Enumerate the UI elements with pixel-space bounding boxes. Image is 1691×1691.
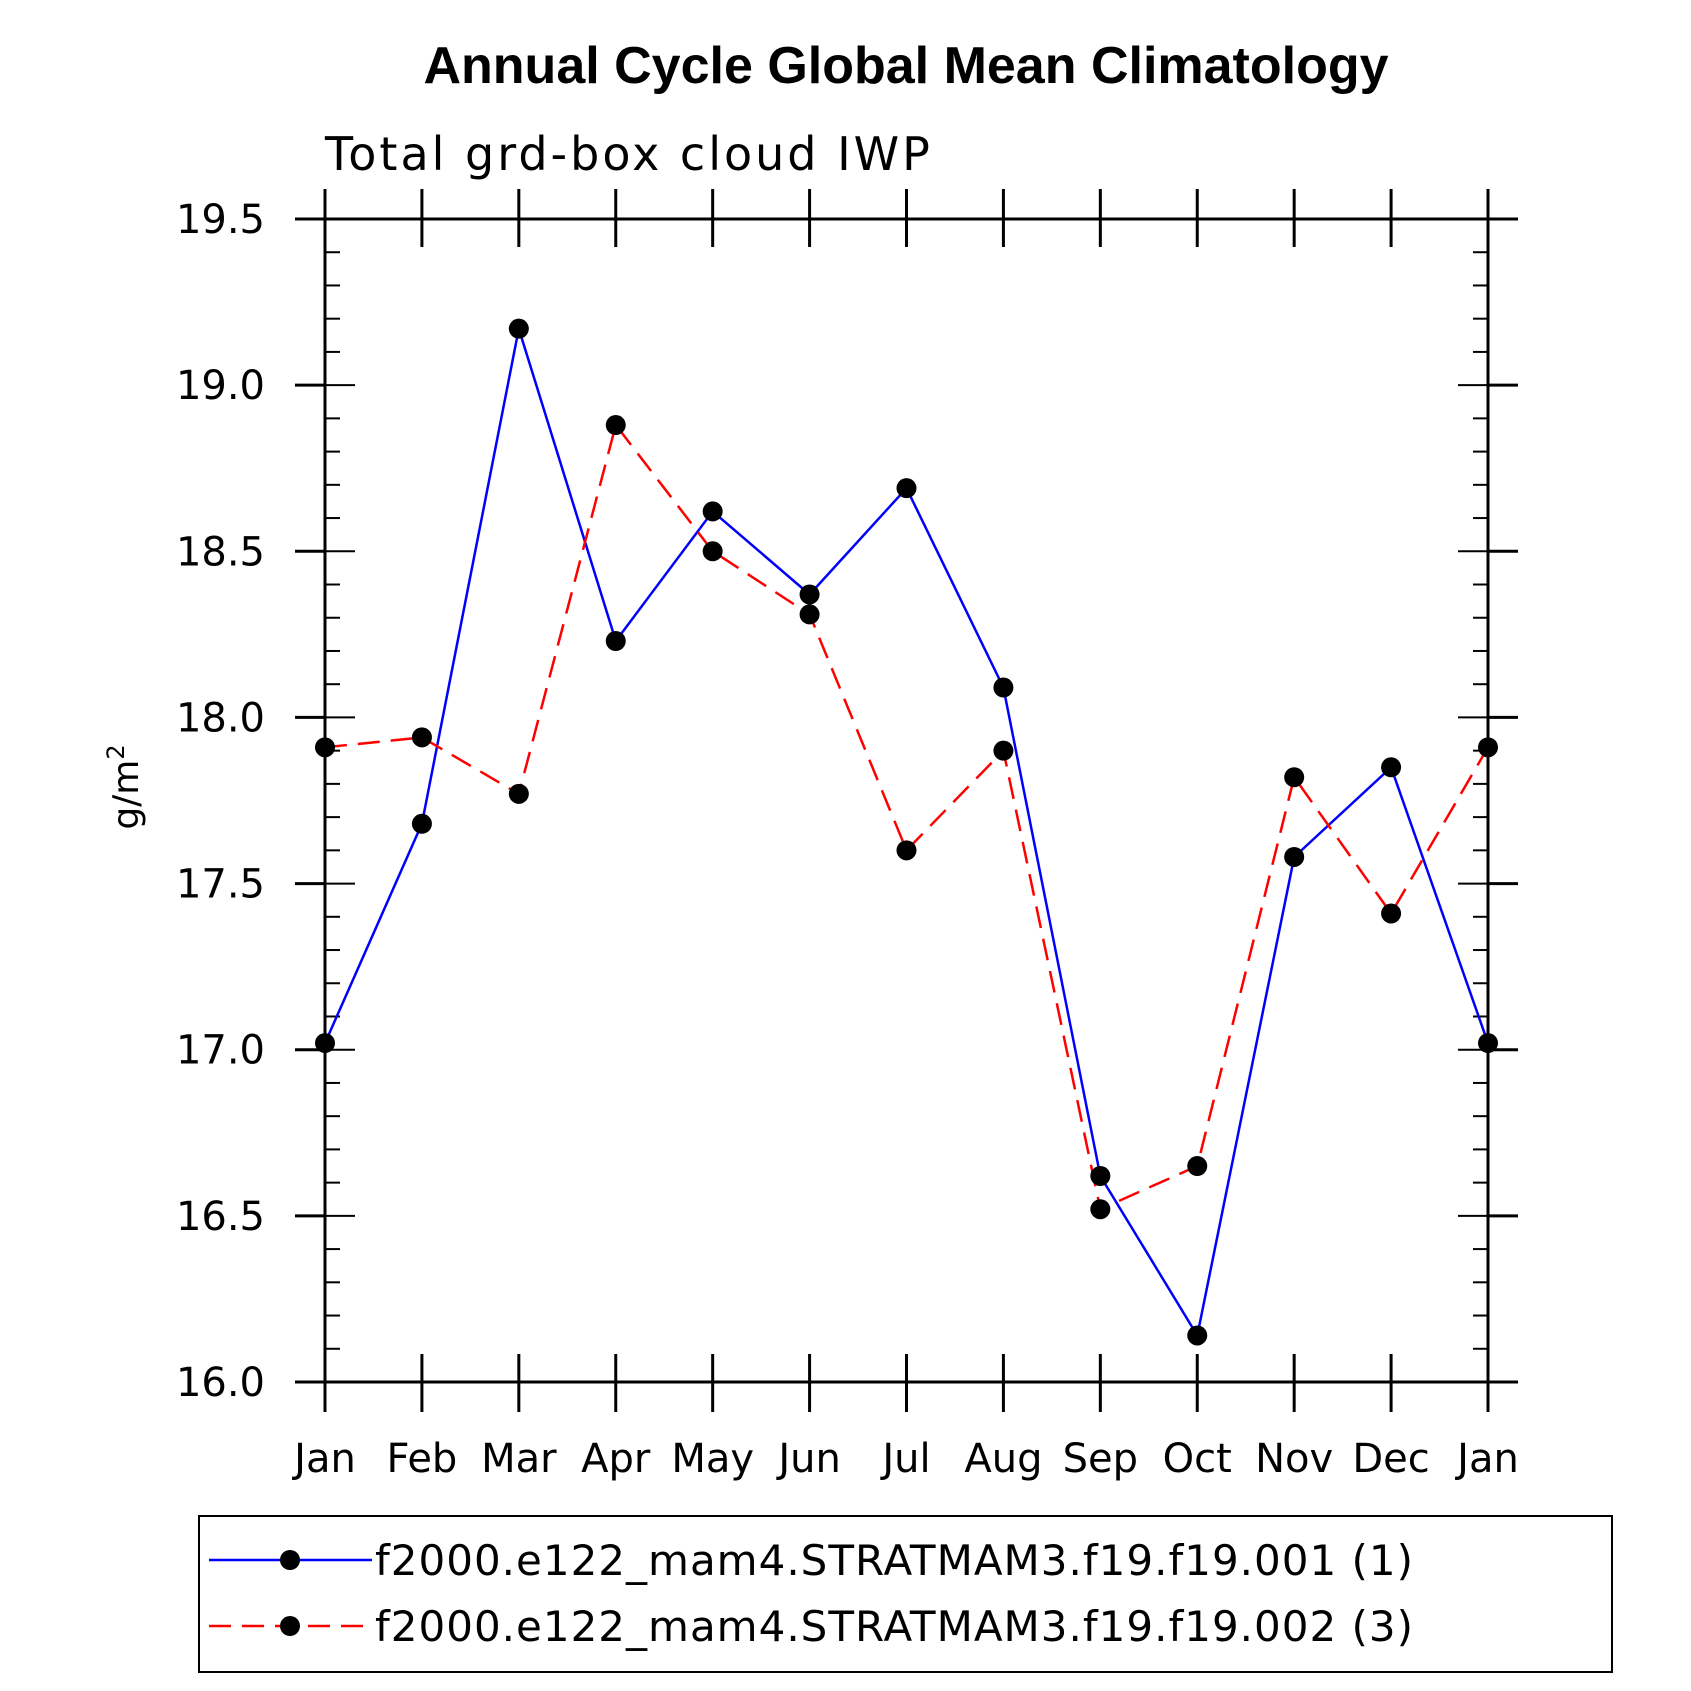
- x-tick-label: Aug: [964, 1436, 1042, 1482]
- series-1-point: [411, 813, 432, 834]
- legend-marker-1: [280, 1550, 300, 1570]
- x-tick-label: Mar: [481, 1436, 557, 1482]
- y-tick-label: 16.0: [176, 1360, 265, 1406]
- series-1-point: [508, 318, 529, 339]
- y-tick-label: 17.5: [176, 862, 265, 908]
- x-tick-label: Jan: [1454, 1436, 1519, 1482]
- y-tick-label: 19.5: [176, 197, 265, 243]
- series-1-point: [702, 501, 723, 522]
- y-tick-label: 16.5: [176, 1194, 265, 1240]
- series-2-point: [702, 541, 723, 562]
- series-2-point: [1478, 737, 1498, 758]
- legend: f2000.e122_mam4.STRATMAM3.f19.f19.001 (1…: [198, 1515, 1613, 1673]
- x-tick-label: Sep: [1063, 1436, 1138, 1482]
- series-2-point: [993, 740, 1014, 761]
- series-2-point: [896, 840, 917, 861]
- x-tick-label: Jun: [775, 1436, 841, 1482]
- plot-frame: [323, 217, 1490, 1384]
- x-tick-label: Apr: [581, 1436, 651, 1482]
- legend-label-2: f2000.e122_mam4.STRATMAM3.f19.f19.002 (3…: [375, 1602, 1414, 1651]
- series-1-point: [1381, 757, 1402, 778]
- x-tick-label: Jul: [879, 1436, 930, 1482]
- series-line-2: [324, 422, 1490, 1211]
- x-tick-label: Nov: [1255, 1436, 1333, 1482]
- series-2-point: [1284, 767, 1305, 788]
- legend-label-1: f2000.e122_mam4.STRATMAM3.f19.f19.001 (1…: [375, 1536, 1414, 1585]
- y-tick-label: 18.0: [176, 695, 265, 741]
- series-1-point: [896, 478, 917, 499]
- series-2-point: [508, 783, 529, 804]
- legend-marker-2: [280, 1616, 300, 1636]
- series-group: [315, 318, 1498, 1346]
- y-tick-label: 18.5: [176, 529, 265, 575]
- y-tick-label: 17.0: [176, 1028, 265, 1074]
- series-1-point: [993, 677, 1014, 698]
- x-tick-label: Oct: [1163, 1436, 1232, 1482]
- x-tick-label: Feb: [387, 1436, 458, 1482]
- x-tick-label: Jan: [291, 1436, 356, 1482]
- series-1-point: [1478, 1033, 1498, 1054]
- chart-title: Annual Cycle Global Mean Climatology: [423, 37, 1388, 95]
- x-tick-label: Dec: [1352, 1436, 1429, 1482]
- series-1-point: [799, 584, 820, 605]
- series-2-point: [1381, 903, 1402, 924]
- y-axis-label: g/m2: [102, 744, 147, 829]
- series-2-point: [1187, 1156, 1208, 1177]
- series-2-point: [411, 727, 432, 748]
- series-1-point: [605, 631, 626, 652]
- series-2-point: [799, 604, 820, 625]
- y-tick-label: 19.0: [176, 363, 265, 409]
- series-1-point: [1284, 846, 1305, 867]
- legend-items: f2000.e122_mam4.STRATMAM3.f19.f19.001 (1…: [209, 1536, 1414, 1651]
- axes: 16.0 16.5 17.0 17.5 18.0 18.5 19.0 19.5 Jan Feb Ma…: [176, 189, 1519, 1482]
- series-2-point: [605, 415, 626, 436]
- legend-box: [198, 1515, 1613, 1673]
- series-1-point: [315, 1033, 335, 1054]
- series-1-point: [1187, 1325, 1208, 1346]
- series-2-point: [1090, 1199, 1111, 1220]
- chart-subtitle: Total grd-box cloud IWP: [324, 127, 933, 181]
- series-1-point: [1090, 1165, 1111, 1186]
- series-2-point: [315, 737, 335, 758]
- x-tick-label: May: [671, 1436, 754, 1482]
